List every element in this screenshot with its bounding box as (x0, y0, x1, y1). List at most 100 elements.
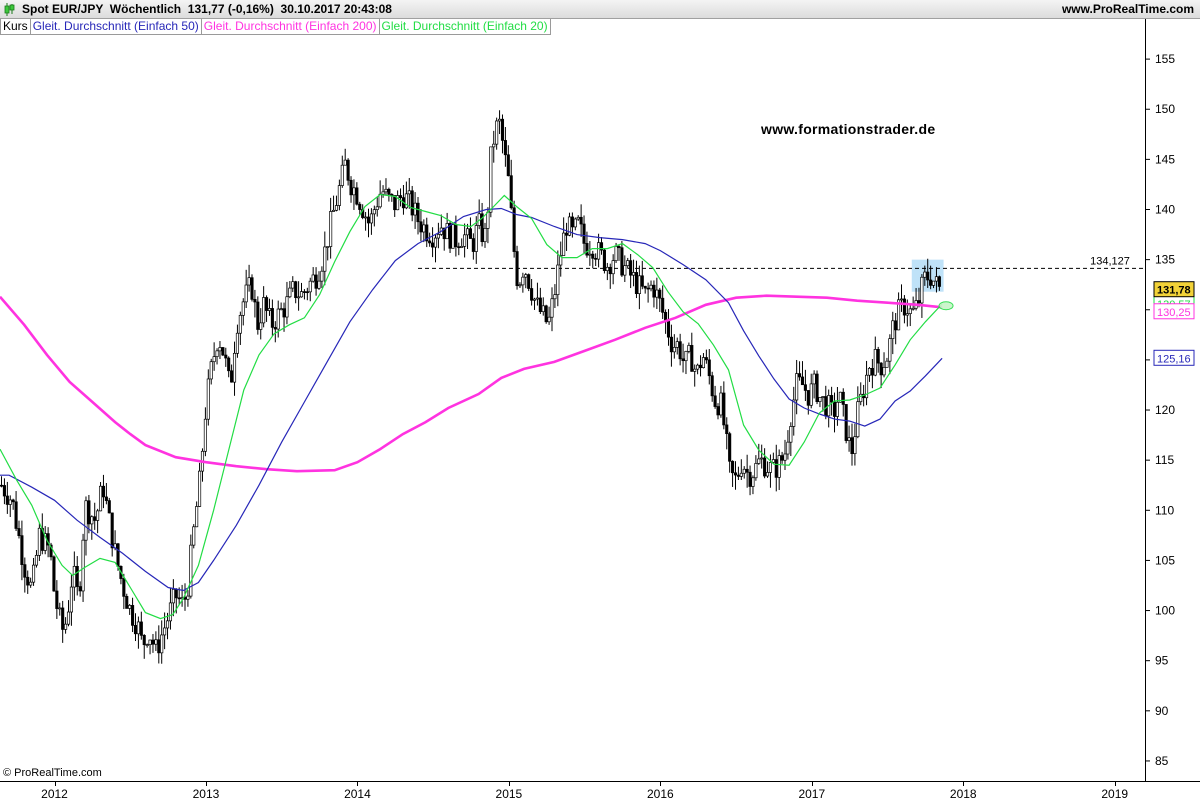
candle (713, 385, 717, 409)
candle-body (483, 228, 487, 243)
candle (186, 590, 190, 607)
candle-body (664, 311, 668, 321)
candle-body (731, 460, 735, 474)
candle (270, 299, 274, 337)
candle-body (716, 406, 720, 416)
candle (672, 334, 676, 359)
x-tick-label: 2016 (646, 787, 674, 801)
candle (867, 366, 872, 382)
candle-body (355, 187, 359, 205)
candle-body (559, 255, 563, 266)
candle-body (588, 253, 592, 256)
candle-body (521, 276, 525, 286)
candle-body (926, 271, 930, 281)
candle-body (110, 512, 114, 549)
candle (934, 267, 939, 293)
candle-body (369, 213, 373, 224)
site-link[interactable]: www.ProRealTime.com (1061, 2, 1194, 16)
legend-ma200[interactable]: Gleit. Durchschnitt (Einfach 200) (200, 19, 380, 35)
candle (221, 347, 225, 357)
candle-body (696, 364, 700, 370)
candle (728, 431, 732, 473)
candle (265, 295, 269, 322)
candle-body (299, 291, 304, 298)
candle-body (640, 275, 644, 287)
candle (824, 385, 828, 420)
candle (273, 321, 277, 343)
candle-body (253, 298, 257, 303)
candle-body (232, 352, 237, 383)
candle (748, 465, 752, 496)
x-tick (1114, 782, 1116, 786)
candle-body (78, 586, 82, 592)
candle (302, 289, 306, 300)
candle-body (11, 499, 15, 503)
candle (818, 397, 822, 408)
candle-body (291, 281, 295, 289)
candle (212, 342, 216, 371)
candle (151, 633, 155, 653)
candle (279, 302, 283, 311)
candle-body (745, 468, 749, 473)
candle-body (358, 203, 362, 210)
x-tick-label: 2015 (495, 787, 523, 801)
price-chart[interactable]: 8590951001051101151201251301351401451501… (0, 19, 1200, 781)
ma200-badge: 130,25 (1153, 303, 1195, 320)
candle (244, 269, 248, 309)
candle (256, 296, 260, 335)
candle (413, 192, 417, 229)
candle (605, 262, 609, 281)
candle (72, 551, 76, 601)
candle (346, 158, 350, 186)
current-price-badge-box (1153, 281, 1195, 298)
candle-body (917, 300, 921, 304)
candle-body (722, 392, 726, 426)
y-tick-label: 90 (1155, 704, 1169, 718)
candle-body (326, 246, 330, 248)
candle-body (262, 297, 266, 324)
candle-body (131, 605, 135, 626)
candle (617, 245, 621, 261)
legend-ma20[interactable]: Gleit. Durchschnitt (Einfach 20) (378, 19, 551, 35)
candle-body (649, 284, 653, 290)
chart-plot-area[interactable]: 8590951001051101151201251301351401451501… (0, 19, 1195, 781)
candle-body (859, 393, 863, 403)
candle-body (798, 373, 802, 378)
candle-body (29, 581, 33, 586)
watermark: www.formationstrader.de (761, 121, 936, 137)
candle (899, 284, 904, 312)
candle-body (332, 209, 336, 212)
candle-body (486, 211, 490, 229)
candle-body (279, 308, 283, 311)
candle (407, 177, 411, 209)
candle (634, 260, 639, 299)
candle-body (431, 242, 435, 248)
candle-body (681, 358, 685, 362)
title-bar: Spot EUR/JPY Wöchentlich 131,77 (-0,16%)… (0, 0, 1200, 19)
candle (381, 185, 385, 198)
candle (780, 451, 784, 464)
candle-body (832, 401, 837, 417)
candle (847, 425, 851, 452)
candle (620, 240, 624, 277)
candle-body (894, 320, 898, 331)
candle-body (218, 347, 222, 352)
candle-body (902, 298, 906, 316)
candle (649, 280, 653, 292)
candle-body (212, 356, 216, 363)
candle-body (14, 501, 18, 529)
candle (655, 277, 659, 309)
candle (929, 265, 933, 290)
candle (52, 555, 56, 592)
candle (908, 305, 912, 327)
y-tick-label: 105 (1155, 553, 1175, 567)
candle-body (468, 228, 472, 239)
candle-body (393, 195, 397, 211)
candle (294, 280, 298, 304)
candle (701, 353, 706, 369)
legend-price[interactable]: Kurs (0, 19, 31, 35)
candle (98, 481, 103, 512)
candle-body (888, 338, 892, 362)
legend-ma50[interactable]: Gleit. Durchschnitt (Einfach 50) (29, 19, 202, 35)
candle (582, 215, 586, 255)
